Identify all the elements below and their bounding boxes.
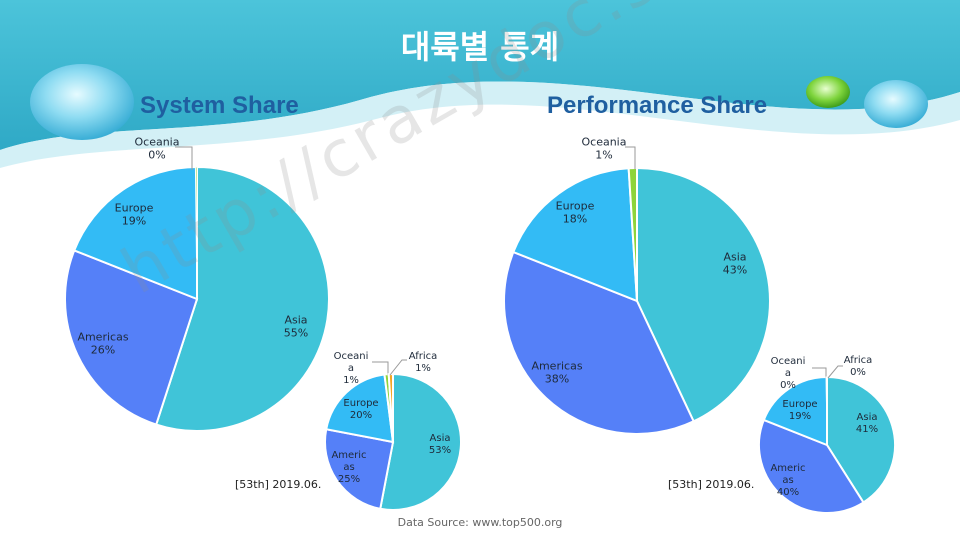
- page-title: 대륙별 통계: [400, 28, 560, 66]
- pie-2-label-americas: Americ as 25%: [331, 450, 366, 485]
- pie-1-slice-asia: [154, 165, 330, 432]
- pie-1-slice-oceania: [194, 166, 198, 300]
- pie-2-label-oceania: Oceani a 1%: [334, 351, 369, 386]
- pie-3-label-oceania: Oceania 1%: [582, 135, 627, 161]
- pie-3-label-europe: Europe 18%: [556, 199, 595, 225]
- pie-2-slice-asia: [379, 372, 462, 511]
- performance-share-date-note: [53th] 2019.06.: [668, 478, 755, 491]
- pie-4-slice-africa: [825, 376, 828, 446]
- pie-4-label-americas: Americ as 40%: [770, 463, 805, 498]
- pie-1-slice-europe: [72, 165, 198, 301]
- pie-4-slice-europe: [762, 375, 828, 447]
- pie-2-label-asia: Asia 53%: [429, 433, 451, 456]
- pie-3-label-asia: Asia 43%: [723, 250, 747, 276]
- pie-3-slice-americas: [503, 250, 695, 435]
- pie-chart-4: Asia 41% Americ as 40% Europe 19% Oceani a 0% Afri…: [758, 355, 896, 514]
- pie-3-label-americas: Americas 38%: [531, 359, 582, 385]
- decorative-bubble-right: [864, 80, 928, 128]
- pie-4-label-africa: Africa 0%: [844, 355, 873, 378]
- performance-share-title: Performance Share: [547, 92, 768, 119]
- pie-3-slice-europe: [512, 167, 639, 303]
- pie-1-label-oceania: Oceania 0%: [135, 135, 180, 161]
- pie-2-label-africa: Africa 1%: [409, 351, 438, 374]
- pie-charts: Asia 55%Americas 26%Europe 19%Oceania 0%Asia…: [64, 135, 896, 514]
- pie-4-label-europe: Europe 19%: [782, 399, 817, 422]
- pie-1-label-europe: Europe 19%: [115, 201, 154, 227]
- pie-4-label-oceania: Oceani a 0%: [771, 356, 806, 391]
- pie-1-label-asia: Asia 55%: [284, 313, 308, 339]
- pie-4-leader-africa: [827, 365, 843, 379]
- pie-2-leader-africa: [389, 359, 407, 376]
- data-source-note: Data Source: www.top500.org: [397, 516, 563, 529]
- pie-2-leader-oceania: [372, 361, 389, 375]
- pie-chart-3: Asia 43% Americas 38% Europe 18% Oceania 1%: [503, 135, 771, 435]
- pie-3-leader-oceania: [625, 146, 636, 169]
- decorative-bubble-left: [30, 64, 134, 140]
- system-share-title: System Share: [140, 92, 299, 119]
- system-share-date-note: [53th] 2019.06.: [235, 478, 322, 491]
- pie-2-slice-europe: [325, 373, 395, 444]
- pie-chart-1: Asia 55% Americas 26% Europe 19% Oceania 0%: [64, 135, 330, 432]
- pie-chart-2: Asia 53% Americ as 25% Europe 20% Oceani a 1% Afri…: [324, 351, 462, 511]
- header-banner: [0, 0, 960, 168]
- pie-3-slice-oceania: [627, 166, 638, 302]
- pie-1-leader-oceania: [175, 146, 193, 170]
- pie-1-slice-americas: [64, 249, 199, 426]
- pie-1-label-americas: Americas 26%: [77, 330, 128, 356]
- decorative-bubble-green: [806, 76, 850, 108]
- pie-2-label-europe: Europe 20%: [343, 398, 378, 421]
- pie-4-label-asia: Asia 41%: [856, 412, 878, 435]
- pie-4-leader-oceania: [812, 367, 827, 378]
- pie-4-slice-americas: [758, 418, 865, 514]
- pie-2-slice-americas: [324, 428, 395, 510]
- pie-3-slice-asia: [636, 166, 771, 423]
